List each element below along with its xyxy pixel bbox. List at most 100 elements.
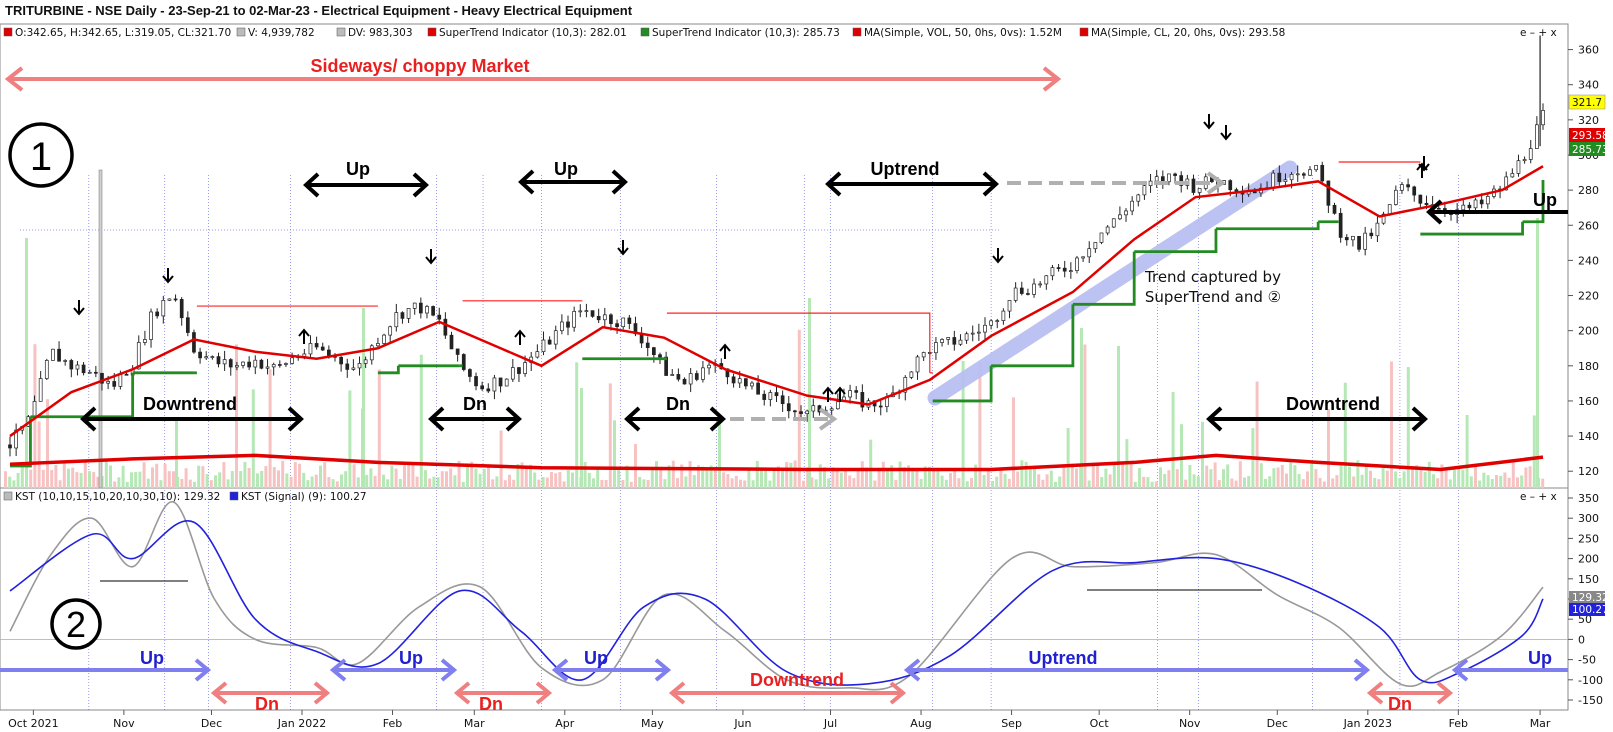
volume-bar bbox=[873, 480, 877, 488]
volume-bar bbox=[1335, 475, 1339, 488]
candle-body bbox=[474, 376, 478, 387]
volume-bar bbox=[12, 480, 16, 488]
volume-bar bbox=[1453, 467, 1456, 488]
price-tick-label: 140 bbox=[1578, 430, 1599, 443]
candle-body bbox=[1510, 173, 1515, 178]
volume-bar bbox=[974, 464, 978, 488]
volume-bar bbox=[1415, 465, 1419, 488]
candle-body bbox=[32, 401, 37, 418]
volume-bar bbox=[67, 468, 70, 488]
candle-body bbox=[14, 429, 18, 449]
candle-body bbox=[805, 410, 810, 415]
x-tick-label: Nov bbox=[1179, 717, 1201, 730]
volume-bar bbox=[1394, 471, 1398, 488]
volume-bar bbox=[96, 476, 100, 488]
volume-bar bbox=[860, 461, 864, 488]
circle-one-label: 1 bbox=[30, 135, 52, 179]
candle-body bbox=[277, 364, 282, 366]
x-axis: Oct 2021 Nov Dec Jan 2022 Feb Mar Apr May Jun Jul… bbox=[8, 710, 1551, 730]
volume-bar bbox=[902, 467, 906, 488]
x-tick-label: Feb bbox=[383, 717, 402, 730]
volume-bar bbox=[348, 390, 352, 488]
candle-body bbox=[1019, 287, 1024, 294]
kst-signal-line bbox=[9, 519, 1544, 686]
volume-bar bbox=[1138, 468, 1141, 488]
volume-bar bbox=[41, 469, 45, 488]
candle-body bbox=[1541, 110, 1545, 126]
volume-bar bbox=[961, 360, 965, 488]
kst-range-arrow: Dn bbox=[453, 681, 553, 714]
volume-bar bbox=[167, 471, 171, 488]
trend-captured-line-1: Trend captured by bbox=[1144, 268, 1281, 286]
volume-bar bbox=[764, 470, 768, 488]
window-controls[interactable]: e – + x bbox=[1520, 27, 1557, 39]
ma-price-tag: 293.58 bbox=[1569, 128, 1609, 142]
down-signal-arrow bbox=[162, 268, 174, 284]
volume-bar bbox=[83, 460, 87, 488]
volume-bar bbox=[1289, 462, 1293, 488]
volume-bar bbox=[344, 471, 348, 488]
price-tick-label: 320 bbox=[1578, 114, 1599, 127]
candle-body bbox=[1032, 283, 1036, 295]
candle-body bbox=[369, 345, 374, 361]
volume-bar bbox=[751, 480, 755, 488]
candle-body bbox=[339, 356, 343, 365]
volume-bar bbox=[1536, 218, 1539, 488]
candle-body bbox=[308, 343, 313, 355]
volume-bar bbox=[92, 472, 96, 488]
svg-text:129.32: 129.32 bbox=[1572, 592, 1609, 604]
volume-bar bbox=[865, 467, 868, 488]
candle-body bbox=[541, 339, 546, 352]
candle-body bbox=[1314, 164, 1318, 171]
candle-body bbox=[958, 339, 963, 345]
volume-bar bbox=[424, 470, 427, 488]
volume-bar bbox=[1217, 480, 1221, 488]
candle-body bbox=[1295, 173, 1300, 176]
volume-bar bbox=[1117, 345, 1120, 488]
candle-body bbox=[1406, 184, 1410, 188]
legend-item-text: DV: 983,303 bbox=[348, 27, 413, 39]
candle-body bbox=[437, 314, 442, 320]
candle-body bbox=[394, 312, 399, 328]
candle-body bbox=[1479, 199, 1484, 205]
volume-bar bbox=[827, 478, 831, 488]
volume-bar bbox=[163, 463, 167, 488]
candle-body bbox=[615, 323, 619, 328]
volume-bar bbox=[1398, 477, 1402, 488]
price-tick-label: 200 bbox=[1578, 325, 1599, 338]
volume-bar bbox=[986, 470, 990, 488]
candle-body bbox=[112, 381, 117, 387]
up-signal-arrow bbox=[834, 386, 846, 402]
kst-range-label: Dn bbox=[255, 694, 279, 714]
supertrend-segment bbox=[1072, 251, 1136, 306]
candle-body bbox=[762, 393, 767, 400]
kst-range-arrow: Up bbox=[1451, 648, 1568, 682]
supertrend-segment bbox=[1420, 221, 1524, 236]
candle-body bbox=[100, 372, 104, 384]
volume-bar bbox=[239, 471, 243, 488]
candle-body bbox=[645, 342, 650, 348]
volume-bar bbox=[1041, 479, 1045, 488]
candle-body bbox=[443, 318, 448, 336]
volume-bar bbox=[839, 472, 843, 488]
candle-body bbox=[1173, 173, 1177, 176]
volume-bar bbox=[722, 472, 726, 488]
candle-body bbox=[179, 299, 184, 319]
x-tick-label: Nov bbox=[113, 717, 135, 730]
volume-bar bbox=[621, 479, 625, 488]
candle-body bbox=[1062, 267, 1067, 272]
volume-bar bbox=[747, 469, 751, 488]
candle-body bbox=[903, 377, 908, 393]
candle-body bbox=[106, 381, 110, 384]
candle-body bbox=[81, 364, 86, 374]
candle-body bbox=[382, 334, 386, 344]
volume-bar bbox=[638, 477, 642, 488]
candle-body bbox=[87, 371, 92, 374]
volume-bar bbox=[419, 354, 423, 488]
candle-body bbox=[664, 356, 668, 376]
candle-body bbox=[1381, 213, 1386, 224]
legend-swatch bbox=[3, 491, 13, 501]
volume-bar bbox=[130, 472, 133, 488]
volume-bar bbox=[600, 479, 604, 488]
volume-bar bbox=[1532, 415, 1536, 488]
